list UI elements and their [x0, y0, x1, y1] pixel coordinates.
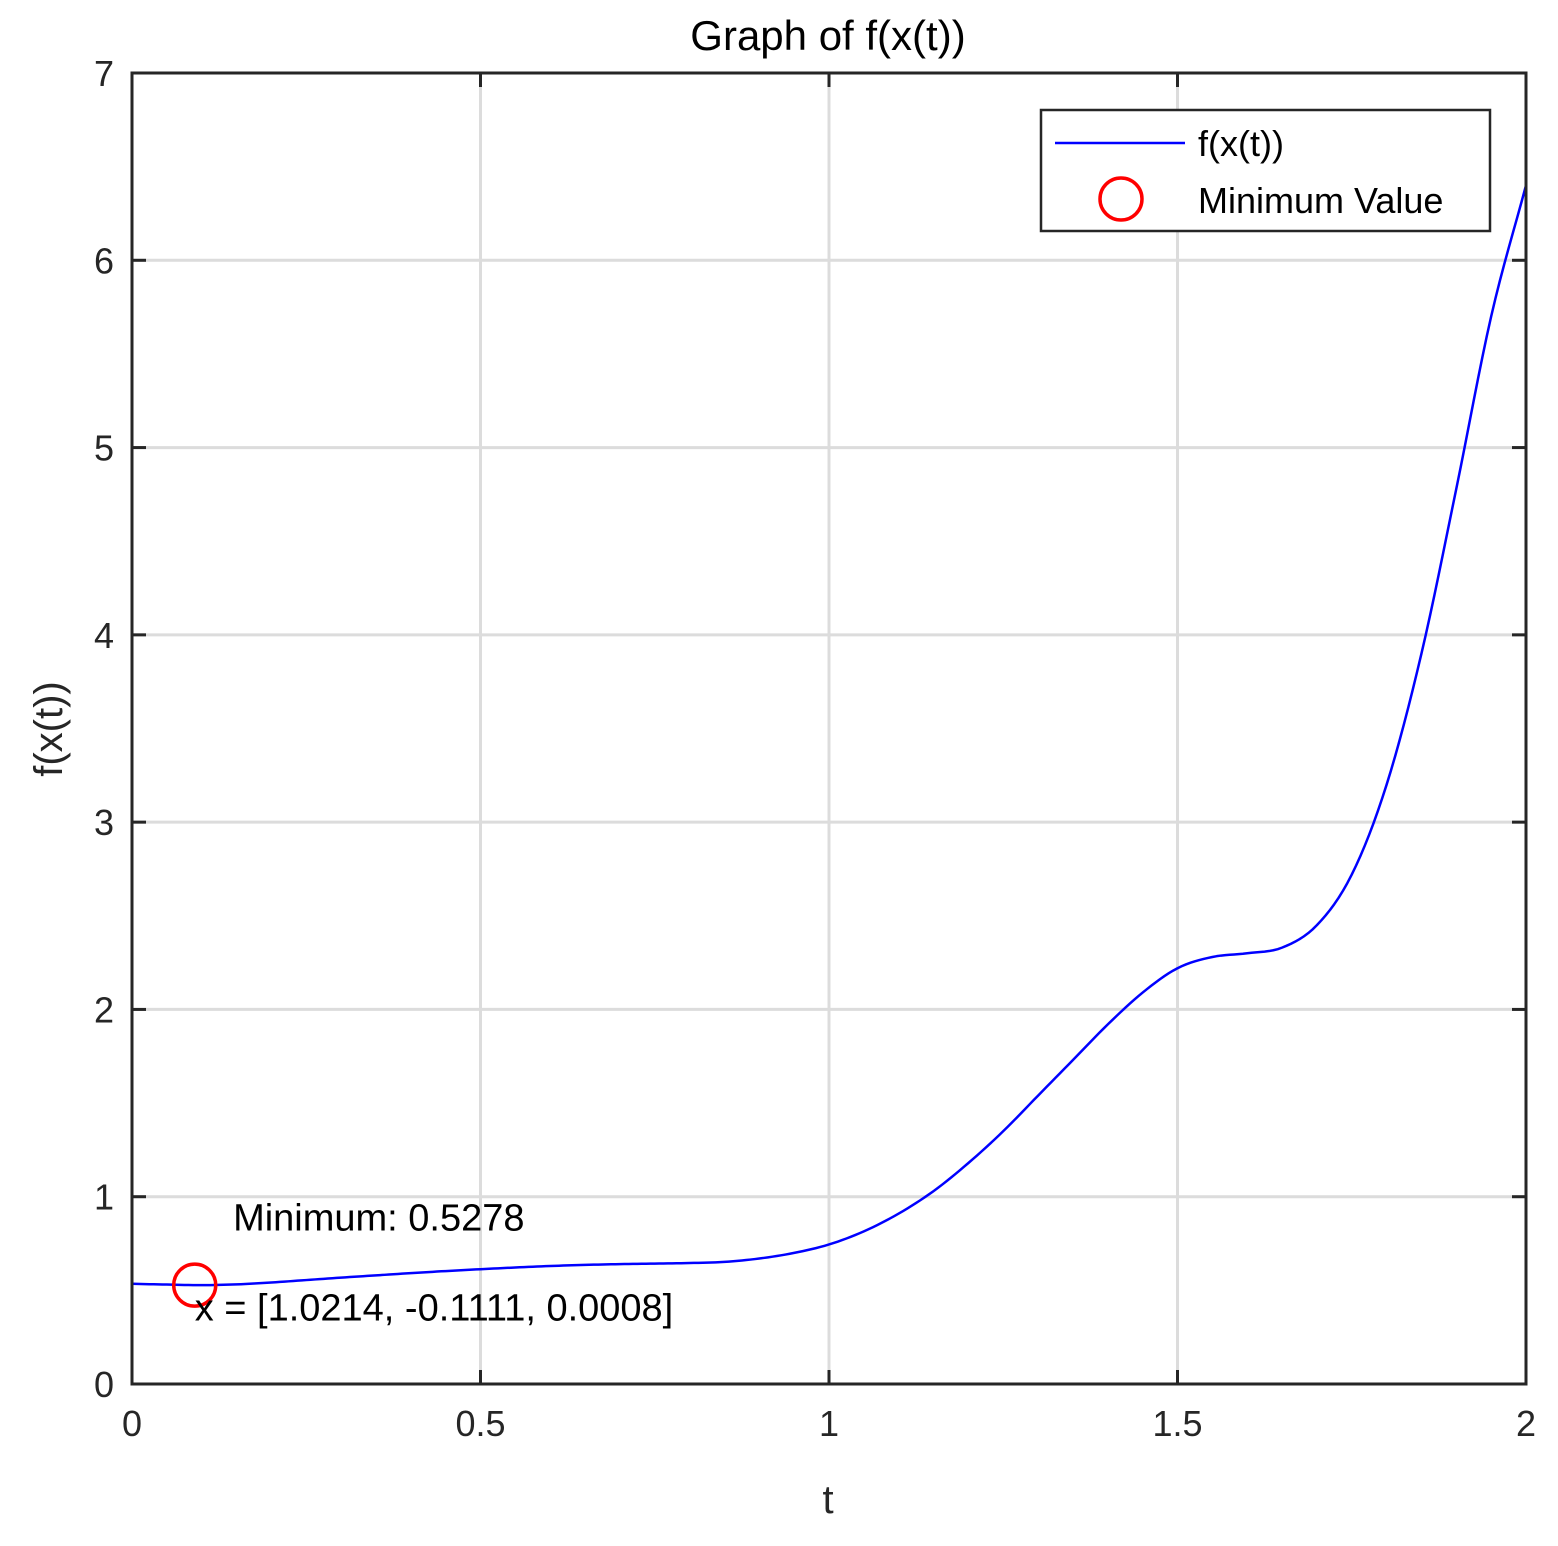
- y-axis-label: f(x(t)): [27, 681, 71, 777]
- plot-frame: [130, 71, 1528, 1386]
- x-tick-label-0: 0: [122, 1403, 142, 1444]
- annotation-layer: Minimum: 0.5278 x = [1.0214, -0.1111, 0.0…: [195, 1197, 674, 1329]
- y-tick-label-1: 1: [94, 1177, 114, 1218]
- y-tick-label-7: 7: [94, 53, 114, 94]
- x-tick-label-4: 2: [1516, 1403, 1536, 1444]
- minimum-marker-0: [171, 1262, 218, 1308]
- x-tick-label-2: 1: [819, 1403, 839, 1444]
- grid: [132, 73, 1526, 1384]
- annotation-1: x = [1.0214, -0.1111, 0.0008]: [195, 1287, 674, 1329]
- series-line-0: [131, 185, 1528, 1287]
- chart-title: Graph of f(x(t)): [690, 12, 965, 59]
- x-tick-label-1: 0.5: [455, 1403, 505, 1444]
- legend-box: [1039, 108, 1492, 233]
- tick-labels: 0 0.5 1 1.5 2 0 1 2 3 4 5 6 7: [94, 53, 1536, 1444]
- y-tick-label-4: 4: [94, 615, 114, 656]
- x-axis-label: t: [822, 1478, 833, 1522]
- legend-label-minimum: Minimum Value: [1198, 180, 1443, 221]
- y-tick-label-6: 6: [94, 240, 114, 281]
- annotation-0: Minimum: 0.5278: [233, 1197, 524, 1239]
- y-tick-label-2: 2: [94, 989, 114, 1030]
- y-tick-label-5: 5: [94, 428, 114, 469]
- y-tick-label-3: 3: [94, 802, 114, 843]
- series-layer: [131, 185, 1528, 1287]
- y-tick-label-0: 0: [94, 1364, 114, 1405]
- marker-layer: [171, 1262, 218, 1308]
- x-tick-label-3: 1.5: [1152, 1403, 1202, 1444]
- legend: f(x(t)) Minimum Value: [1039, 108, 1492, 233]
- legend-label-series: f(x(t)): [1198, 123, 1284, 164]
- legend-marker-swatch: [1098, 176, 1144, 222]
